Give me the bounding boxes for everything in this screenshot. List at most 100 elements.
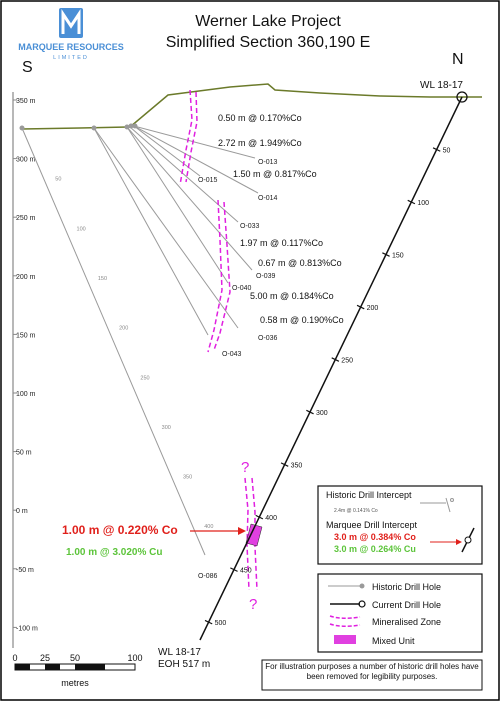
elevation-label: 200 m [16,274,36,281]
note-text: For illustration purposes a number of hi… [265,662,479,681]
main-intercept-cu: 1.00 m @ 3.020% Cu [66,547,162,558]
hole-label-o040: O-040 [232,285,252,292]
north-label: N [452,51,464,68]
depth-tick-label: 50 [443,148,451,155]
depth-tick [407,199,416,205]
depth-tick-label: 100 [417,200,429,207]
elevation-label: -50 m [16,567,34,574]
collar-label: WL 18-17 [420,80,463,91]
historic-depth-label: 100 [77,226,86,232]
hole-line-o036 [93,127,239,329]
topography-line [21,83,482,130]
elevation-label: 150 m [16,332,36,339]
legend-mixed-label: Mixed Unit [372,636,415,646]
legend-zone-label: Mineralised Zone [372,617,441,627]
depth-tick-label: 150 [392,253,404,260]
historic-intercept-example: 2.4m @ 0.141% Co [334,508,378,514]
zone-symbol-icon [329,615,361,620]
current-depth-ticks: 50 100 150 200 250 300 350 400 450 500 [204,147,451,627]
depth-tick [331,357,340,362]
intercept-legend: Historic Drill Intercept 2.4m @ 0.141% C… [317,485,483,565]
scale-tick-label: 0 [12,653,17,663]
historic-drill-holes [19,123,259,556]
depth-tick-label: 250 [341,358,353,365]
hole-line-o039 [126,126,253,271]
elevation-label: 50 m [16,450,32,457]
depth-tick-label: 500 [215,620,227,627]
hole-label-o015: O-015 [198,177,218,184]
intercept-text: 0.67 m @ 0.813%Co [258,258,342,268]
elevation-label: 100 m [16,391,36,398]
hole-label-o086: O-086 [198,573,218,580]
hole-label-o013: O-013 [258,159,278,166]
marquee-intercept-co: 3.0 m @ 0.384% Co [334,532,416,542]
note-box [261,659,483,691]
elevation-label: 250 m [16,215,36,222]
depth-tick [306,409,314,415]
legend-current-label: Current Drill Hole [372,600,441,610]
depth-tick-label: 350 [291,463,303,470]
hole-line-o043 [93,127,209,336]
collar-dot-icon [128,123,134,129]
hole-label-o033: O-033 [240,223,260,230]
intercept-text: 1.97 m @ 0.117%Co [240,238,323,248]
elevation-label: 0 m [16,508,28,515]
depth-tick-label: 300 [316,410,328,417]
elevation-label: 350 m [16,98,36,105]
toe-label-2: EOH 517 m [158,659,210,670]
historic-intercept-label: Historic Drill Intercept [326,490,412,500]
elevation-label: -100 m [16,625,38,632]
depth-tick-label: 450 [240,568,252,575]
historic-depth-label: 350 [183,475,192,481]
question-mark-top: ? [241,459,249,476]
intercept-legend-box [317,485,483,565]
depth-tick [356,304,365,310]
map-legend: Historic Drill Hole Current Drill Hole M… [317,573,483,653]
arrow-head-icon [238,527,246,535]
hole-label-o036: O-036 [258,335,278,342]
historic-depth-label: 250 [140,375,149,381]
depth-tick [230,567,238,572]
marquee-intercept-cu: 3.0 m @ 0.264% Cu [334,544,416,554]
elevation-label: 300 m [16,157,36,164]
hole-label-o043: O-043 [222,351,242,358]
historic-depth-label: 150 [98,276,107,282]
hole-line-o014 [133,125,259,194]
depth-tick [382,252,390,257]
logo-name: MARQUEE RESOURCES [18,42,124,52]
elevation-labels: 350 m 300 m 250 m 200 m 150 m 100 m 50 m 0 m -50… [13,98,38,632]
collar-dot-icon [124,124,130,130]
hole-line-o033 [129,126,239,223]
hole-label-o014: O-014 [258,195,278,202]
current-collar-icon [456,91,468,103]
current-drill-hole [199,96,463,641]
collar-dot-icon [91,125,97,131]
main-intercept-co: 1.00 m @ 0.220% Co [62,523,178,537]
historic-depth-label: 400 [204,524,213,530]
toe-label-1: WL 18-17 [158,647,201,658]
hole-line-o040 [126,126,229,284]
intercept-text: 0.58 m @ 0.190%Co [260,315,344,325]
scale-unit: metres [61,678,89,688]
scale-tick-label: 100 [127,653,142,663]
intercept-text: 0.50 m @ 0.170%Co [218,113,302,123]
collar-dot-icon [19,125,25,131]
collar-dot-icon [132,123,138,129]
mixed-unit-symbol-icon [334,635,356,644]
depth-tick-label: 200 [367,305,379,312]
depth-tick [280,462,289,467]
intercept-text: 1.50 m @ 0.817%Co [233,169,317,179]
south-label: S [22,59,33,76]
depth-tick [204,619,213,625]
marquee-intercept-label: Marquee Drill Intercept [326,520,418,530]
logo-m-glyph-icon [61,9,81,34]
hole-label-o039: O-039 [256,273,276,280]
hole-line-o086 [21,127,206,556]
mineralised-zone-upper [179,89,231,353]
depth-tick-label: 400 [265,515,277,522]
mixed-unit-block [245,523,263,547]
logo-sub: LIMITED [53,55,89,61]
title-line-2: Simplified Section 360,190 E [166,34,371,51]
